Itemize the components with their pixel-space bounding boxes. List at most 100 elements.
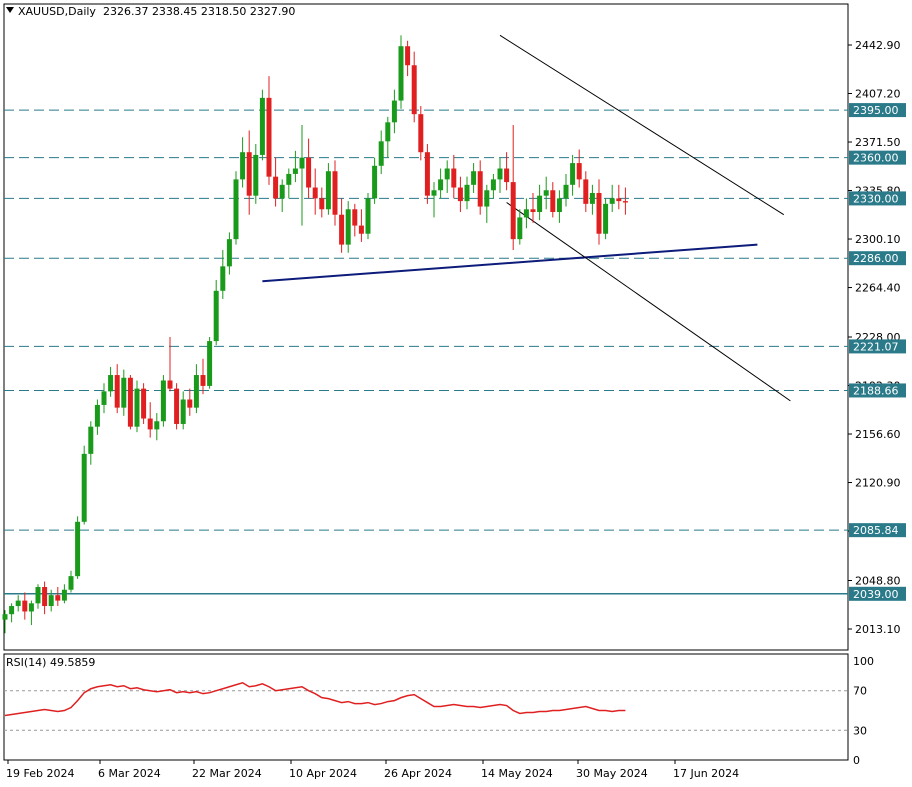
candle-body — [484, 190, 490, 207]
candle-body — [616, 198, 622, 202]
candle-body — [405, 46, 411, 66]
candle-body — [325, 171, 331, 210]
candle-body — [457, 187, 463, 202]
dropdown-arrow-icon[interactable] — [6, 7, 14, 13]
trendline-channel-lower — [506, 202, 791, 402]
candle-body — [365, 198, 371, 234]
candlestick-series — [2, 35, 628, 634]
level-label-bg — [849, 383, 906, 398]
candle-body — [299, 157, 305, 169]
level-label: 2085.84 — [853, 524, 899, 537]
price-axis: 2442.902407.202371.502335.802300.102264.… — [848, 39, 901, 636]
candle-body — [207, 341, 213, 386]
candle-body — [312, 187, 318, 199]
candle-body — [444, 168, 450, 180]
candle-body — [2, 614, 8, 620]
candle-body — [55, 595, 61, 601]
candle-body — [160, 380, 166, 422]
level-label: 2286.00 — [853, 252, 899, 265]
date-tick-label: 30 May 2024 — [576, 767, 648, 780]
price-tick-label: 2120.90 — [855, 477, 901, 490]
candle-body — [35, 587, 41, 604]
candle-body — [9, 606, 15, 615]
candle-body — [141, 388, 147, 419]
candle-body — [622, 201, 628, 203]
candle-body — [154, 421, 160, 430]
candle-body — [504, 168, 510, 183]
candle-body — [94, 404, 100, 427]
candle-body — [490, 179, 496, 191]
candle-body — [576, 163, 582, 180]
date-tick-label: 10 Apr 2024 — [289, 767, 357, 780]
date-tick-label: 6 Mar 2024 — [98, 767, 161, 780]
date-axis: 19 Feb 2024 6 Mar 2024 22 Mar 2024 10 Apr 2… — [6, 760, 739, 780]
candle-body — [319, 198, 325, 210]
candle-body — [226, 239, 232, 267]
candle-body — [431, 190, 437, 196]
candle-body — [306, 157, 312, 188]
candle-body — [550, 190, 556, 212]
price-tick-label: 2264.40 — [855, 282, 901, 295]
candle-body — [563, 184, 569, 199]
candle-body — [108, 375, 114, 392]
price-tick-label: 2407.20 — [855, 88, 901, 101]
date-tick-label: 19 Feb 2024 — [6, 767, 74, 780]
level-price-labels: 2395.00 2360.00 2330.00 2286.00 2221.07 2188.… — [849, 103, 906, 601]
candle-body — [75, 521, 81, 577]
candle-body — [477, 171, 483, 207]
price-tick-label: 2156.60 — [855, 428, 901, 441]
rsi-panel: 100 70 30 0 — [4, 655, 874, 767]
price-tick-label: 2442.90 — [855, 39, 901, 52]
candle-body — [372, 165, 378, 199]
candle-body — [259, 97, 265, 155]
price-tick-label: 2371.50 — [855, 136, 901, 149]
candle-body — [537, 195, 543, 212]
candle-body — [378, 141, 384, 166]
candle-body — [517, 217, 523, 240]
level-label-bg — [849, 523, 906, 538]
candle-body — [464, 184, 470, 202]
rsi-tick-label: 0 — [853, 754, 860, 767]
level-label-bg — [849, 191, 906, 206]
candle-body — [167, 380, 173, 389]
candle-body — [497, 168, 503, 180]
rsi-label: RSI(14) 49.5859 — [6, 656, 96, 669]
ohlc-readout: 2326.37 2338.45 2318.50 2327.90 — [102, 5, 296, 18]
candle-body — [68, 576, 74, 590]
candle-body — [15, 600, 21, 607]
candle-body — [332, 171, 338, 215]
level-label-bg — [849, 251, 906, 266]
candle-body — [424, 152, 430, 196]
candle-body — [556, 198, 562, 212]
candle-body — [438, 179, 444, 191]
rsi-tick-label: 100 — [853, 655, 874, 668]
candle-body — [147, 418, 153, 430]
rsi-header: RSI(14) 49.5859 — [6, 656, 95, 669]
level-label-bg — [849, 339, 906, 354]
candle-body — [352, 209, 358, 226]
date-tick-label: 26 Apr 2024 — [384, 767, 452, 780]
level-label: 2221.07 — [853, 340, 899, 353]
price-tick-label: 2300.10 — [855, 233, 901, 246]
date-tick-label: 22 Mar 2024 — [192, 767, 262, 780]
trendlines — [262, 34, 791, 402]
chart-header: XAUUSD,Daily 2326.37 2338.45 2318.50 232… — [6, 5, 295, 18]
candle-body — [81, 453, 87, 522]
level-label: 2039.00 — [853, 588, 899, 601]
price-tick-label: 2048.80 — [855, 574, 901, 587]
candle-body — [101, 391, 107, 405]
candle-body — [180, 399, 186, 424]
candle-body — [28, 603, 34, 612]
candle-body — [22, 600, 28, 612]
rsi-tick-label: 70 — [853, 685, 867, 698]
candle-body — [266, 97, 272, 177]
candle-body — [187, 399, 193, 408]
level-label: 2360.00 — [853, 152, 899, 165]
candle-body — [391, 100, 397, 123]
candle-body — [134, 388, 140, 427]
candle-body — [411, 65, 417, 115]
candle-body — [345, 209, 351, 245]
candle-body — [114, 375, 120, 408]
